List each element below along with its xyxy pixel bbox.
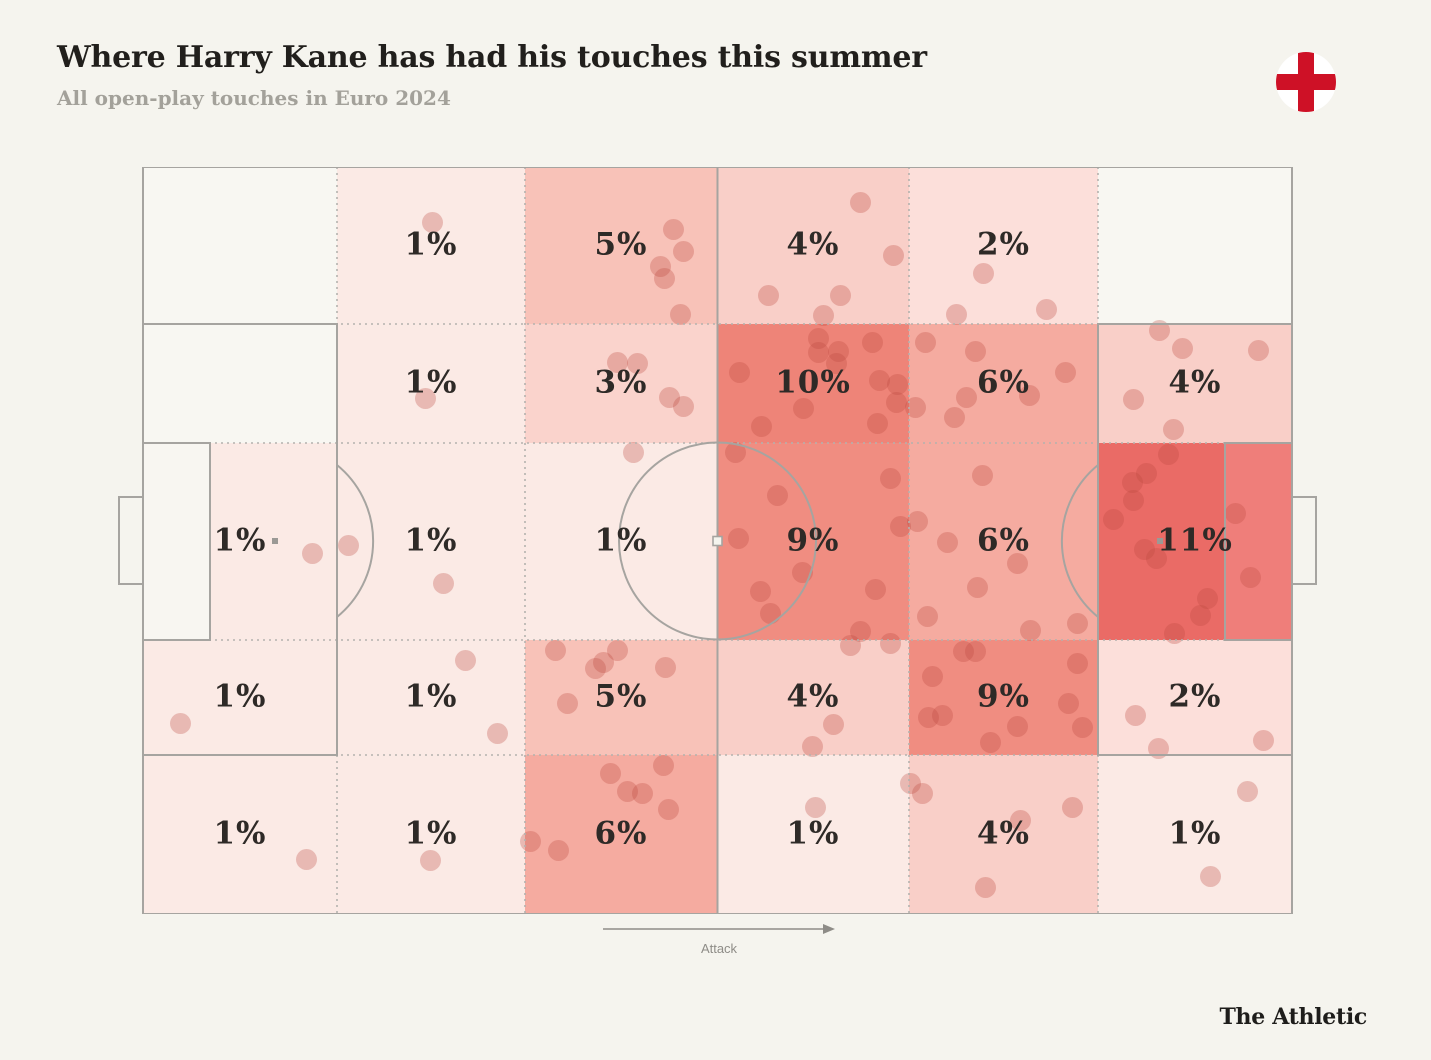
zone-percentage-label: 5% — [594, 226, 648, 263]
zone-percentage-label: 6% — [594, 815, 648, 852]
zone-percentage-label: 4% — [1168, 364, 1222, 401]
attack-direction: Attack — [603, 920, 835, 956]
zone-percentage-label: 1% — [404, 522, 458, 559]
right-goal — [1291, 496, 1317, 585]
zone-percentage-label: 1% — [404, 226, 458, 263]
zone-labels-layer: 1% 5% 4% 2% 1% 3% 10% 6% 4% 1% 1% 1% 9% 6% 11% 1% 1% 5% 4%… — [143, 167, 1292, 914]
zone-percentage-label: 1% — [213, 678, 267, 715]
zone-percentage-label: 1% — [404, 678, 458, 715]
attack-arrow-icon — [603, 924, 835, 934]
zone-percentage-label: 1% — [213, 815, 267, 852]
zone-percentage-label: 9% — [786, 522, 840, 559]
zone-percentage-label: 1% — [1168, 815, 1222, 852]
zone-percentage-label: 5% — [594, 678, 648, 715]
attack-label: Attack — [700, 941, 738, 956]
zone-percentage-label: 1% — [404, 364, 458, 401]
zone-percentage-label: 1% — [213, 522, 267, 559]
zone-percentage-label: 9% — [976, 678, 1031, 715]
zone-percentage-label: 1% — [786, 815, 840, 852]
zone-percentage-label: 3% — [594, 364, 648, 401]
zone-percentage-label: 11% — [1157, 522, 1233, 559]
zone-percentage-label: 10% — [775, 364, 851, 401]
zone-percentage-label: 2% — [1168, 678, 1222, 715]
left-goal — [118, 496, 144, 585]
zone-percentage-label: 4% — [786, 226, 840, 263]
zone-percentage-label: 2% — [976, 226, 1031, 263]
zone-percentage-label: 1% — [594, 522, 648, 559]
zone-percentage-label: 1% — [404, 815, 458, 852]
pitch: 1% 5% 4% 2% 1% 3% 10% 6% 4% 1% 1% 1% 9% 6% 11% 1% 1% 5% 4%… — [118, 167, 1317, 914]
page-title: Where Harry Kane has had his touches thi… — [57, 40, 927, 75]
zone-percentage-label: 4% — [786, 678, 840, 715]
zone-percentage-label: 6% — [976, 522, 1031, 559]
the-athletic-logo: The Athletic — [1219, 1004, 1367, 1030]
page-subtitle: All open-play touches in Euro 2024 — [57, 86, 451, 110]
england-flag-icon — [1276, 52, 1336, 112]
zone-percentage-label: 6% — [976, 364, 1031, 401]
zone-percentage-label: 4% — [976, 815, 1031, 852]
flag-cross-horizontal-bar — [1276, 74, 1336, 90]
